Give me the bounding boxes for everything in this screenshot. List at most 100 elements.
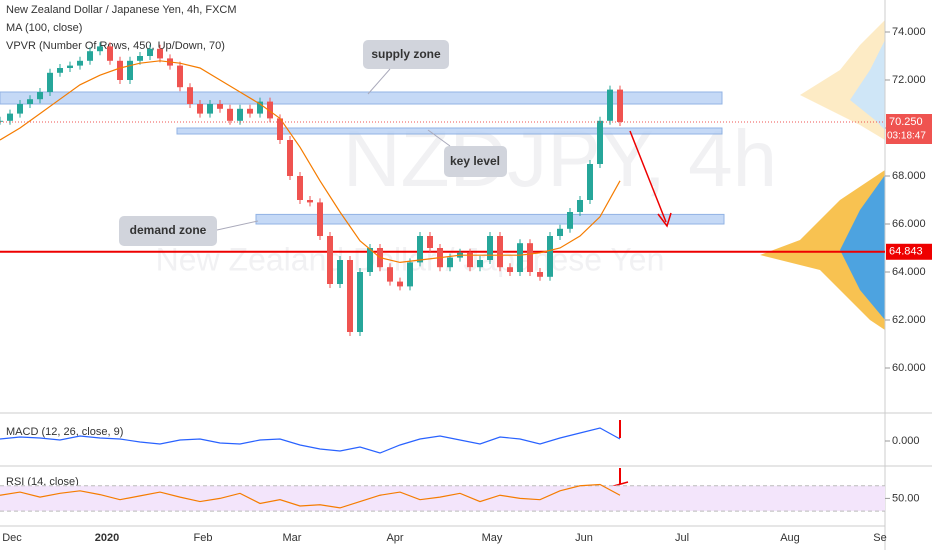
zone (255, 213, 725, 225)
candle (577, 199, 583, 212)
candle (267, 101, 273, 119)
candle (527, 243, 533, 272)
candle (557, 228, 563, 236)
rsi-line (0, 483, 621, 509)
x-tick-label: Aug (780, 532, 800, 544)
watermark-symbol: NZDJPY, 4h (343, 114, 777, 203)
price-tag (886, 243, 932, 260)
candle (7, 113, 13, 121)
x-tick-label: Jun (575, 532, 593, 544)
y-tick-label: 62.000 (892, 314, 926, 326)
y-tick-label: 64.000 (892, 266, 926, 278)
annotation: supply zone (371, 47, 441, 61)
candle (67, 65, 73, 68)
candle (367, 247, 373, 272)
candle (497, 235, 503, 268)
candle (297, 175, 303, 200)
y-tick-label: 0.000 (892, 435, 920, 447)
volume-profile (760, 170, 885, 330)
candle (187, 87, 193, 104)
candle (607, 89, 613, 121)
candle (387, 267, 393, 282)
y-tick-label: 66.000 (892, 218, 926, 230)
candle (307, 199, 313, 203)
candle (537, 271, 543, 277)
candle (427, 235, 433, 248)
price-tag (886, 113, 932, 144)
candle (587, 163, 593, 200)
annotation-pointer (427, 129, 451, 147)
candle (147, 48, 153, 56)
annotation: demand zone (130, 223, 207, 237)
candle (567, 211, 573, 229)
candle (347, 259, 353, 332)
candle (617, 89, 623, 122)
candle (407, 262, 413, 287)
candle (127, 60, 133, 80)
zone (0, 91, 723, 105)
indicator-label: RSI (14, close) (6, 476, 79, 488)
candle (27, 99, 33, 104)
candle (137, 55, 143, 61)
y-tick-label: 50.00 (892, 492, 920, 504)
candle (247, 108, 253, 114)
candle (47, 72, 53, 92)
candle (277, 118, 283, 140)
arrowhead (657, 212, 672, 228)
candle (0, 120, 3, 122)
annotation-box (119, 216, 217, 246)
price-tag-label: 70.250 (889, 116, 923, 128)
y-tick-label: 74.000 (892, 26, 926, 38)
price-tag-label: 64.843 (889, 246, 923, 258)
x-tick-label: Feb (194, 532, 213, 544)
candle (207, 103, 213, 114)
candle (597, 120, 603, 164)
candle (287, 139, 293, 176)
annotation: key level (450, 154, 500, 168)
x-tick-label: Mar (283, 532, 302, 544)
candle (327, 235, 333, 284)
candle (397, 281, 403, 287)
candle (227, 108, 233, 121)
x-tick-label: 2020 (95, 532, 119, 544)
candle (317, 202, 323, 236)
volume-profile (850, 40, 885, 130)
annotation-box (363, 40, 449, 69)
candle (157, 48, 163, 59)
macd-line (0, 427, 621, 454)
candle (87, 51, 93, 61)
candle (107, 46, 113, 61)
candle (487, 235, 493, 260)
candle (257, 101, 263, 114)
annotation-pointer (216, 220, 259, 231)
arrow (629, 130, 667, 223)
indicator-label: VPVR (Number Of Rows, 450, Up/Down, 70) (6, 40, 225, 52)
candle (447, 257, 453, 268)
x-tick-label: Se (873, 532, 886, 544)
indicator-label: MACD (12, 26, close, 9) (6, 426, 123, 438)
ma-line (0, 60, 621, 264)
rsi-band (0, 485, 885, 512)
annotation-pointer (367, 68, 391, 95)
candle (507, 267, 513, 272)
candle (417, 235, 423, 263)
countdown: 03:18:47 (887, 131, 926, 142)
candle (217, 103, 223, 109)
candle (467, 252, 473, 268)
annotation-box (444, 146, 507, 177)
candle (477, 259, 483, 268)
chart-title: New Zealand Dollar / Japanese Yen, 4h, F… (6, 4, 237, 16)
zone (176, 127, 723, 135)
candle (57, 67, 63, 73)
volume-profile (840, 175, 885, 320)
x-tick-label: Jul (675, 532, 689, 544)
y-tick-label: 60.000 (892, 362, 926, 374)
indicator-label: MA (100, close) (6, 22, 82, 34)
candle (197, 103, 203, 114)
x-tick-label: Dec (2, 532, 22, 544)
y-tick-label: 72.000 (892, 74, 926, 86)
candle (517, 243, 523, 272)
candle (357, 271, 363, 332)
candle (37, 91, 43, 100)
